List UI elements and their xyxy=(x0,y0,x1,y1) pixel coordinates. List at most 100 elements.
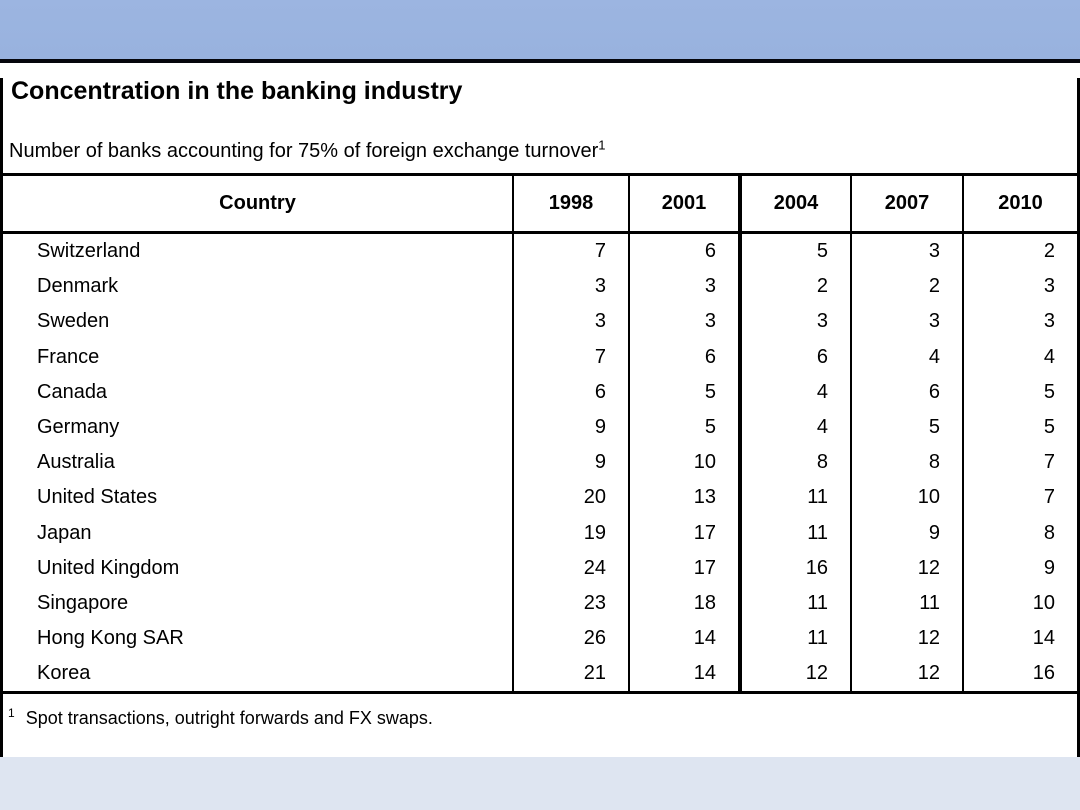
column-header-country: Country xyxy=(3,174,513,234)
column-header-2004: 2004 xyxy=(738,174,851,234)
table-row: Switzerland 7 6 5 3 2 xyxy=(3,232,1077,270)
table-header-row: Country 1998 2001 2004 2007 2010 xyxy=(3,174,1077,234)
value-cell: 7 xyxy=(512,339,629,375)
value-cell: 18 xyxy=(628,585,740,622)
table-row: United Kingdom 24 17 16 12 9 xyxy=(3,550,1077,586)
country-cell: Australia xyxy=(37,451,115,474)
country-cell: France xyxy=(37,345,100,368)
value-cell: 3 xyxy=(962,269,1077,305)
value-cell: 5 xyxy=(628,409,740,446)
value-cell: 5 xyxy=(738,232,851,270)
value-cell: 4 xyxy=(850,339,963,375)
value-cell: 17 xyxy=(628,550,740,586)
value-cell: 8 xyxy=(738,445,851,481)
value-cell: 2 xyxy=(738,269,851,305)
value-cell: 23 xyxy=(512,585,629,622)
value-cell: 14 xyxy=(628,621,740,657)
value-cell: 16 xyxy=(738,550,851,586)
table-row: Australia 9 10 8 8 7 xyxy=(3,445,1077,481)
value-cell: 4 xyxy=(738,374,851,410)
page-subtitle: Number of banks accounting for 75% of fo… xyxy=(9,137,1077,162)
table-row: Singapore 23 18 11 11 10 xyxy=(3,585,1077,622)
value-cell: 10 xyxy=(962,585,1077,622)
value-cell: 19 xyxy=(512,515,629,551)
table-row: Sweden 3 3 3 3 3 xyxy=(3,304,1077,340)
value-cell: 6 xyxy=(850,374,963,410)
value-cell: 20 xyxy=(512,480,629,516)
value-cell: 17 xyxy=(628,515,740,551)
value-cell: 3 xyxy=(512,304,629,340)
value-cell: 14 xyxy=(962,621,1077,657)
value-cell: 2 xyxy=(962,232,1077,270)
table-row: United States 20 13 11 10 7 xyxy=(3,480,1077,516)
value-cell: 9 xyxy=(962,550,1077,586)
value-cell: 12 xyxy=(850,621,963,657)
value-cell: 3 xyxy=(962,304,1077,340)
country-cell: Switzerland xyxy=(37,240,141,263)
country-cell: Singapore xyxy=(37,591,129,614)
footnote-text: Spot transactions, outright forwards and… xyxy=(25,708,433,729)
country-cell: Germany xyxy=(37,416,120,439)
country-cell: Hong Kong SAR xyxy=(37,627,184,650)
table-row: Hong Kong SAR 26 14 11 12 14 xyxy=(3,621,1077,657)
country-cell: Korea xyxy=(37,662,91,685)
table-row: Germany 9 5 4 5 5 xyxy=(3,409,1077,446)
value-cell: 9 xyxy=(850,515,963,551)
value-cell: 2 xyxy=(850,269,963,305)
country-cell: United Kingdom xyxy=(37,556,180,579)
value-cell: 8 xyxy=(850,445,963,481)
value-cell: 4 xyxy=(738,409,851,446)
column-header-2007: 2007 xyxy=(850,174,963,234)
value-cell: 3 xyxy=(850,232,963,270)
value-cell: 11 xyxy=(738,621,851,657)
value-cell: 4 xyxy=(962,339,1077,375)
value-cell: 10 xyxy=(850,480,963,516)
value-cell: 6 xyxy=(628,339,740,375)
value-cell: 9 xyxy=(512,445,629,481)
value-cell: 21 xyxy=(512,656,629,693)
value-cell: 24 xyxy=(512,550,629,586)
value-cell: 6 xyxy=(738,339,851,375)
value-cell: 13 xyxy=(628,480,740,516)
table-row: Canada 6 5 4 6 5 xyxy=(3,374,1077,410)
value-cell: 10 xyxy=(628,445,740,481)
value-cell: 16 xyxy=(962,656,1077,693)
value-cell: 8 xyxy=(962,515,1077,551)
column-header-2001: 2001 xyxy=(628,174,740,234)
value-cell: 7 xyxy=(962,445,1077,481)
column-header-2010: 2010 xyxy=(962,174,1077,234)
value-cell: 12 xyxy=(738,656,851,693)
footnote-marker: 1 xyxy=(8,706,15,721)
value-cell: 26 xyxy=(512,621,629,657)
page-title: Concentration in the banking industry xyxy=(11,77,463,105)
table-row: Japan 19 17 11 9 8 xyxy=(3,515,1077,551)
value-cell: 9 xyxy=(512,409,629,446)
footnote: 1 Spot transactions, outright forwards an… xyxy=(8,706,1077,729)
country-cell: Sweden xyxy=(37,310,110,333)
value-cell: 11 xyxy=(850,585,963,622)
value-cell: 7 xyxy=(962,480,1077,516)
country-cell: Denmark xyxy=(37,275,119,298)
value-cell: 3 xyxy=(628,269,740,305)
slide-top-bar xyxy=(0,0,1080,63)
value-cell: 6 xyxy=(628,232,740,270)
value-cell: 3 xyxy=(738,304,851,340)
value-cell: 3 xyxy=(512,269,629,305)
value-cell: 6 xyxy=(512,374,629,410)
value-cell: 11 xyxy=(738,480,851,516)
subtitle-footnote-ref: 1 xyxy=(598,137,606,153)
value-cell: 12 xyxy=(850,550,963,586)
value-cell: 5 xyxy=(962,409,1077,446)
value-cell: 7 xyxy=(512,232,629,270)
value-cell: 5 xyxy=(850,409,963,446)
slide-bottom-bar xyxy=(0,757,1080,810)
table-panel: Concentration in the banking industry Nu… xyxy=(0,78,1080,757)
value-cell: 5 xyxy=(962,374,1077,410)
column-header-1998: 1998 xyxy=(512,174,629,234)
value-cell: 11 xyxy=(738,515,851,551)
concentration-table: Country 1998 2001 2004 2007 2010 Switzer… xyxy=(3,173,1077,695)
country-cell: Canada xyxy=(37,380,108,403)
value-cell: 12 xyxy=(850,656,963,693)
country-cell: United States xyxy=(37,486,158,509)
table-row: France 7 6 6 4 4 xyxy=(3,339,1077,375)
